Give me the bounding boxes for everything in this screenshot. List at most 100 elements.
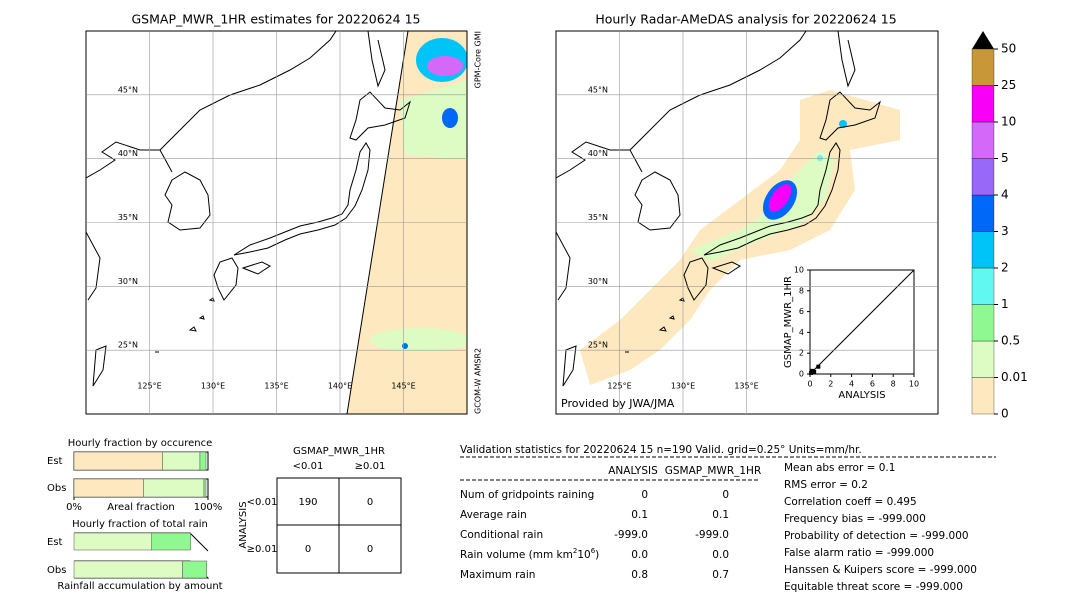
label: GCOM-W AMSR2 [474,348,483,414]
label: 140°E [328,382,352,391]
superscript: 2 [573,547,577,555]
label: Equitable threat score = -999.000 [784,581,963,593]
colorbar-segment [971,340,995,378]
scatter-point [812,369,817,374]
label: 25 [1001,78,1016,92]
label: 130°E [201,382,225,391]
label: 45°N [118,85,138,94]
label: ANALYSIS [838,390,885,401]
row-label: Rain volume (mm km [460,549,573,561]
fraction-bar [73,532,152,551]
label: 0.0 [631,549,648,561]
colorbar-segment [971,231,995,269]
colorbar-segment [971,194,995,232]
label: 130°E [671,382,695,391]
label: 0.7 [712,569,729,581]
row-label: 10 [577,549,590,561]
label: ANALYSIS [238,501,249,548]
scatter-point [816,364,821,369]
label: 40°N [118,149,138,158]
label: GSMAP_MWR_1HR [783,276,794,368]
label: 2 [1001,261,1009,275]
label: 30°N [118,277,138,286]
fraction-bar [151,532,191,551]
label: 35°N [118,213,138,222]
row-label: Num of gridpoints raining [460,489,594,501]
row-label: Num of gridpoints raining [460,489,594,501]
label: 0 [807,380,812,389]
label: Rainfall accumulation by amount [57,581,222,592]
rain-area [839,120,847,128]
row-label: Rain volume (mm km2106) [460,547,599,561]
label: 35°N [588,213,608,222]
label: Hourly Radar-AMeDAS analysis for 2022062… [595,12,896,27]
label: GSMAP_MWR_1HR estimates for 20220624 15 [132,12,421,27]
label: 45°N [588,85,608,94]
label: Hourly fraction by occurence [68,438,212,449]
row-label: Average rain [460,509,527,521]
label: RMS error = 0.2 [784,479,868,491]
row-label: Maximum rain [460,569,535,581]
label: Provided by JWA/JMA [561,397,675,410]
superscript: 6 [591,547,596,555]
label: 0 [367,544,373,555]
label: 0 [305,544,311,555]
colorbar-segment [971,267,995,305]
label: 0.0 [712,549,729,561]
label: 8 [799,286,804,295]
label: GSMAP_MWR_1HR [293,446,385,457]
label: GSMAP_MWR_1HR [665,465,761,477]
label: Correlation coeff = 0.495 [784,496,917,508]
row-label: Conditional rain [460,529,543,541]
label: 10 [794,266,804,275]
label: 2 [799,349,804,358]
rain-area [400,80,467,160]
label: Est [47,456,63,467]
label: 0 [799,370,804,379]
label: ANALYSIS [608,465,658,477]
label: Validation statistics for 20220624 15 n=… [460,444,862,456]
label: -999.0 [614,529,648,541]
label: 0 [722,489,729,501]
label: Frequency bias = -999.000 [784,513,926,525]
label: 6 [870,380,875,389]
label: 0.01 [1001,370,1028,384]
label: GPM-Core GMI [474,31,483,88]
fraction-bar [199,451,207,471]
colorbar-segment [971,48,995,86]
label: 0.5 [1001,334,1020,348]
rain-area [427,56,463,76]
fraction-bar [73,560,183,579]
label: 0.1 [631,509,648,521]
fraction-bar [182,560,207,579]
rain-area [817,155,823,161]
label: 2 [828,380,833,389]
label: 25°N [118,341,138,350]
colorbar-segment [971,121,995,159]
colorbar-segment [971,304,995,342]
label: ≥0.01 [355,461,386,472]
row-label: ) [595,549,599,561]
label: Obs [47,565,66,576]
label: 0.8 [631,569,648,581]
rain-area [690,150,835,262]
colorbar-extend [972,31,994,49]
label: 1 [1001,297,1009,311]
label: <0.01 [293,461,324,472]
label: 10 [909,380,919,389]
scatter-point [810,368,815,373]
fraction-bar [73,451,163,471]
label: 8 [891,380,896,389]
label: False alarm ratio = -999.000 [784,547,934,559]
label: ≥0.01 [247,544,278,555]
label: 50 [1001,42,1016,56]
label: Est [47,537,63,548]
colorbar-segment [971,85,995,123]
label: <0.01 [247,497,278,508]
fraction-bar [73,478,144,498]
label: 0 [641,489,648,501]
label: 40°N [588,149,608,158]
fraction-bar [203,478,207,498]
label: Mean abs error = 0.1 [784,462,895,474]
